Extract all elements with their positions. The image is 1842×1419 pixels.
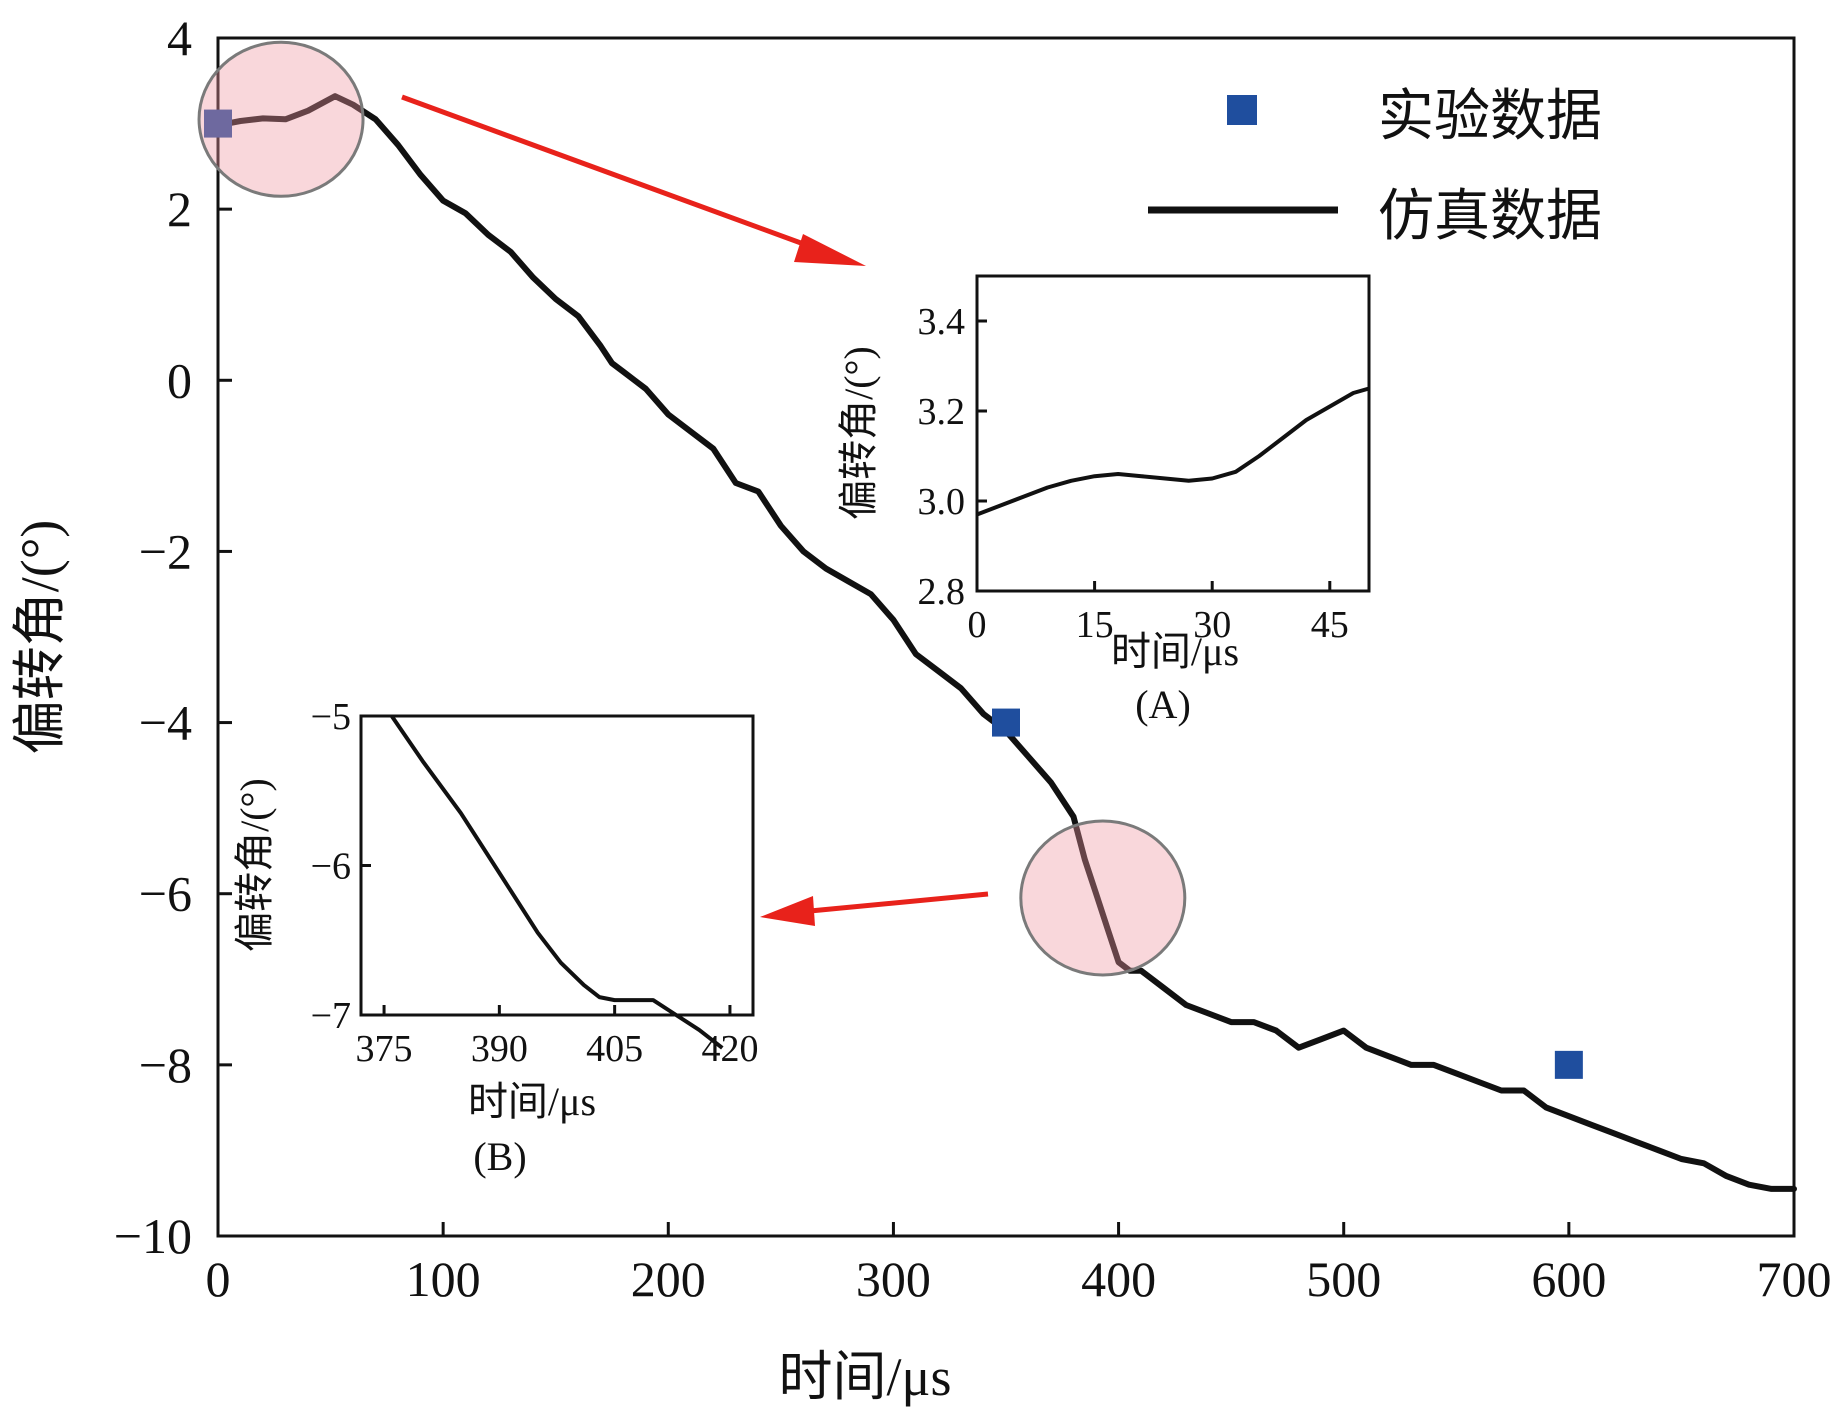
- arrow-head-inset-b: [760, 896, 815, 926]
- inset-a-x-axis-label: 时间/μs: [1111, 629, 1239, 674]
- inset-a-y-tick-label-3: 3.4: [918, 301, 966, 343]
- inset-b-y-axis-label: 偏转角/(°): [232, 778, 277, 952]
- main-x-tick-label-3: 300: [856, 1251, 931, 1307]
- inset-a-background: [977, 276, 1369, 591]
- main-x-axis-ticks: 0 100 200 300 400 500 600 700: [206, 1222, 1832, 1307]
- inset-b-x-tick-label-1: 390: [471, 1028, 528, 1070]
- main-y-tick-label-4: −4: [139, 695, 192, 751]
- arrow-head-inset-a: [794, 234, 866, 266]
- inset-a-simulation-line: [976, 386, 1370, 517]
- main-y-axis-label: 偏转角/(°): [10, 520, 70, 755]
- inset-a-x-axis-ticks: 0 15 30 45: [968, 581, 1349, 646]
- main-y-tick-label-7: −10: [114, 1208, 192, 1264]
- main-y-tick-label-3: −2: [139, 523, 192, 579]
- arrow-to-inset-b: [809, 891, 989, 914]
- main-x-tick-label-7: 700: [1757, 1251, 1832, 1307]
- inset-a-x-tick-label-2: 30: [1193, 604, 1231, 646]
- inset-a-y-tick-label-0: 2.8: [918, 571, 966, 613]
- inset-chart-b: 375 390 405 420 −5 −6 −7 时间/μs 偏转角/(°) (B): [232, 696, 758, 1179]
- main-y-tick-label-6: −8: [139, 1037, 192, 1093]
- inset-chart-a: 0 15 30 45 2.8 3.0 3.2 3.4 时间/μs 偏转角/(°) (A): [836, 274, 1371, 727]
- inset-b-caption: (B): [473, 1134, 526, 1179]
- inset-a-y-tick-label-1: 3.0: [918, 481, 966, 523]
- inset-b-y-tick-label-1: −6: [311, 846, 351, 888]
- arrow-to-inset-a: [401, 94, 821, 253]
- inset-b-x-tick-label-0: 375: [356, 1028, 413, 1070]
- main-y-tick-label-0: 4: [167, 10, 192, 66]
- main-y-axis-ticks: 4 2 0 −2 −4 −6 −8 −10: [114, 10, 232, 1264]
- legend-label-simulation: 仿真数据: [1378, 186, 1602, 248]
- legend-label-experiment: 实验数据: [1378, 86, 1602, 148]
- experiment-point-0: [204, 109, 232, 138]
- inset-a-x-tick-label-3: 45: [1311, 604, 1349, 646]
- main-y-tick-label-5: −6: [139, 866, 192, 922]
- experiment-point-2: [1554, 1050, 1583, 1079]
- legend-marker-experiment: [1227, 95, 1257, 125]
- inset-a-y-tick-label-2: 3.2: [918, 391, 966, 433]
- inset-b-x-tick-label-3: 420: [701, 1028, 758, 1070]
- main-x-axis-label: 时间/μs: [779, 1347, 952, 1407]
- main-x-tick-label-6: 600: [1531, 1251, 1606, 1307]
- inset-b-y-tick-label-0: −5: [311, 696, 351, 738]
- main-plot-frame: [216, 36, 1796, 1238]
- inset-a-frame: [975, 274, 1371, 593]
- experiment-data-points: [204, 109, 1583, 1079]
- inset-b-background: [361, 716, 753, 1015]
- inset-b-x-axis-ticks: 375 390 405 420: [356, 1005, 758, 1070]
- main-chart: 0 100 200 300 400 500 600 700 420−2−4−6−8−10 时间…: [10, 10, 1832, 1407]
- zoom-highlight-circles: [197, 40, 1187, 977]
- main-x-tick-label-0: 0: [206, 1251, 231, 1307]
- inset-a-caption: (A): [1135, 682, 1191, 727]
- inset-a-x-tick-label-1: 15: [1076, 604, 1114, 646]
- main-x-tick-label-4: 400: [1081, 1251, 1156, 1307]
- inset-a-x-tick-label-0: 0: [968, 604, 987, 646]
- inset-b-x-tick-label-2: 405: [586, 1028, 643, 1070]
- highlight-circle-1: [1019, 819, 1187, 977]
- zoom-arrows: [401, 94, 989, 926]
- main-y-tick-label-2: 0: [167, 352, 192, 408]
- main-y-tick-label-1: 2: [167, 181, 192, 237]
- main-x-tick-label-1: 100: [406, 1251, 481, 1307]
- experiment-point-1: [992, 708, 1020, 737]
- inset-b-y-tick-label-2: −7: [311, 995, 351, 1037]
- inset-b-x-axis-label: 时间/μs: [468, 1079, 596, 1124]
- simulation-data-line: [215, 93, 1797, 1192]
- inset-a-y-axis-label: 偏转角/(°): [836, 346, 881, 520]
- legend: 实验数据 仿真数据: [1148, 86, 1602, 248]
- main-x-tick-label-5: 500: [1306, 1251, 1381, 1307]
- inset-b-y-axis-ticks: −5 −6 −7: [311, 696, 371, 1037]
- inset-a-y-axis-ticks: 2.8 3.0 3.2 3.4: [918, 301, 987, 613]
- highlight-circle-0: [197, 40, 365, 198]
- inset-b-simulation-line: [390, 714, 724, 1050]
- main-x-tick-label-2: 200: [631, 1251, 706, 1307]
